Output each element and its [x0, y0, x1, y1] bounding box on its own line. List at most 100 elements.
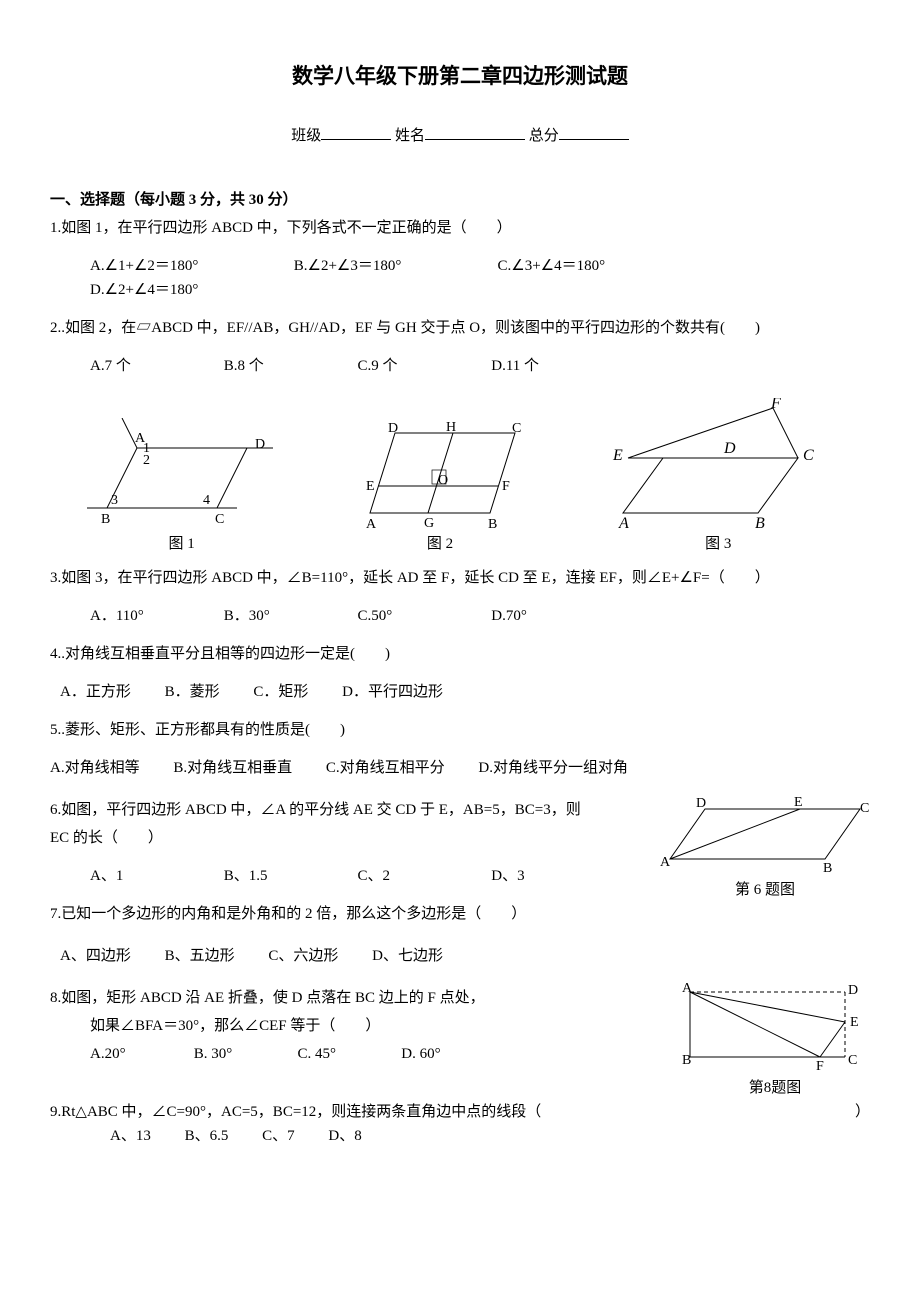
figure-1-svg: A D B C 1 2 3 4 [87, 418, 277, 528]
question-8-row: 8.如图，矩形 ABCD 沿 AE 折叠，使 D 点落在 BC 边上的 F 点处… [50, 982, 870, 1100]
q6-opt-c: C、2 [358, 864, 488, 888]
svg-text:D: D [388, 421, 398, 436]
svg-text:H: H [446, 420, 456, 435]
q8-opt-c: C. 45° [298, 1042, 398, 1066]
q4-opt-b: B．菱形 [165, 680, 220, 704]
q8-opt-a: A.20° [90, 1042, 190, 1066]
q4-opt-c: C．矩形 [253, 680, 308, 704]
q5-opt-a: A.对角线相等 [50, 756, 140, 780]
figure-8-svg: A B C D E F [680, 982, 870, 1072]
svg-text:D: D [696, 796, 706, 811]
q9-opt-d: D、8 [328, 1124, 361, 1148]
q6-opt-b: B、1.5 [224, 864, 354, 888]
svg-text:B: B [823, 861, 832, 874]
svg-text:3: 3 [111, 493, 118, 508]
question-9: 9.Rt△ABC 中，∠C=90°，AC=5，BC=12，则连接两条直角边中点的… [50, 1104, 541, 1120]
q7-opt-c: C、六边形 [268, 944, 338, 968]
q2-opt-d: D.11 个 [491, 354, 621, 378]
q2-opt-a: A.7 个 [90, 354, 220, 378]
figure-3-svg: A B C D E F [603, 398, 833, 528]
figure-1: A D B C 1 2 3 4 图 1 [87, 418, 277, 556]
q6-opt-a: A、1 [90, 864, 220, 888]
svg-text:2: 2 [143, 453, 150, 468]
svg-text:E: E [612, 447, 623, 464]
q9-opt-a: A、13 [110, 1124, 151, 1148]
class-blank [321, 124, 391, 140]
svg-text:4: 4 [203, 493, 210, 508]
q7-opt-b: B、五边形 [165, 944, 235, 968]
svg-text:A: A [366, 517, 377, 528]
svg-text:F: F [502, 479, 510, 494]
svg-text:A: A [682, 982, 693, 996]
question-4: 4..对角线互相垂直平分且相等的四边形一定是( ) [50, 642, 870, 666]
score-blank [559, 124, 629, 140]
q3-opt-a: A．110° [90, 604, 220, 628]
question-9-tail: ） [855, 1100, 870, 1124]
figure-3: A B C D E F 图 3 [603, 398, 833, 556]
section-1-heading: 一、选择题（每小题 3 分，共 30 分） [50, 188, 870, 212]
question-4-options: A．正方形 B．菱形 C．矩形 D．平行四边形 [60, 680, 870, 704]
q3-opt-c: C.50° [358, 604, 488, 628]
q9-opt-b: B、6.5 [185, 1124, 229, 1148]
q1-opt-a: A.∠1+∠2＝180° [90, 254, 290, 278]
svg-text:C: C [512, 421, 521, 436]
q3-opt-b: B．30° [224, 604, 354, 628]
svg-text:A: A [618, 515, 629, 528]
svg-text:C: C [848, 1053, 857, 1068]
question-8-options: A.20° B. 30° C. 45° D. 60° [90, 1042, 660, 1066]
q5-opt-c: C.对角线互相平分 [326, 756, 445, 780]
question-6-options: A、1 B、1.5 C、2 D、3 [90, 864, 640, 888]
q8-opt-d: D. 60° [401, 1042, 501, 1066]
page-title: 数学八年级下册第二章四边形测试题 [50, 60, 870, 94]
svg-text:D: D [848, 983, 858, 998]
svg-text:C: C [215, 512, 224, 527]
question-1-options: A.∠1+∠2＝180° B.∠2+∠3＝180° C.∠3+∠4＝180° D… [90, 254, 870, 302]
question-5-options: A.对角线相等 B.对角线互相垂直 C.对角线互相平分 D.对角线平分一组对角 [50, 756, 870, 780]
figure-1-caption: 图 1 [87, 532, 277, 556]
svg-text:A: A [660, 855, 671, 870]
q1-opt-c: C.∠3+∠4＝180° [498, 254, 698, 278]
svg-text:C: C [860, 801, 869, 816]
name-blank [425, 124, 525, 140]
q2-opt-c: C.9 个 [358, 354, 488, 378]
question-5: 5..菱形、矩形、正方形都具有的性质是( ) [50, 718, 870, 742]
figure-2-svg: A B C D E F G H O [350, 418, 530, 528]
q7-opt-a: A、四边形 [60, 944, 131, 968]
question-1: 1.如图 1，在平行四边形 ABCD 中，下列各式不一定正确的是（ ） [50, 216, 870, 240]
svg-text:C: C [803, 447, 814, 464]
question-8-line1: 8.如图，矩形 ABCD 沿 AE 折叠，使 D 点落在 BC 边上的 F 点处… [50, 986, 660, 1010]
question-8-line2: 如果∠BFA＝30°，那么∠CEF 等于（ ） [90, 1014, 660, 1038]
figure-row-1: A D B C 1 2 3 4 图 1 A B C D E F G H O [50, 398, 870, 556]
q1-opt-b: B.∠2+∠3＝180° [294, 254, 494, 278]
question-7: 7.已知一个多边形的内角和是外角和的 2 倍，那么这个多边形是（ ） [50, 902, 640, 926]
question-3-options: A．110° B．30° C.50° D.70° [90, 604, 870, 628]
svg-text:E: E [794, 795, 803, 810]
question-3: 3.如图 3，在平行四边形 ABCD 中，∠B=110°，延长 AD 至 F，延… [50, 566, 870, 590]
q8-opt-b: B. 30° [194, 1042, 294, 1066]
q6-opt-d: D、3 [491, 864, 621, 888]
figure-2: A B C D E F G H O 图 2 [350, 418, 530, 556]
q3-opt-d: D.70° [491, 604, 621, 628]
svg-text:F: F [770, 398, 781, 412]
q5-opt-b: B.对角线互相垂直 [173, 756, 292, 780]
figure-8: A B C D E F 第8题图 [680, 982, 870, 1100]
svg-text:B: B [682, 1053, 691, 1068]
question-9-row: 9.Rt△ABC 中，∠C=90°，AC=5，BC=12，则连接两条直角边中点的… [50, 1100, 870, 1124]
figure-8-caption: 第8题图 [680, 1076, 870, 1100]
class-label: 班级 [291, 128, 321, 144]
svg-text:F: F [816, 1059, 824, 1072]
question-2: 2..如图 2，在▱ABCD 中，EF//AB，GH//AD，EF 与 GH 交… [50, 316, 870, 340]
question-6-line1: 6.如图，平行四边形 ABCD 中，∠A 的平分线 AE 交 CD 于 E，AB… [50, 798, 640, 822]
figure-6-caption: 第 6 题图 [660, 878, 870, 902]
q9-opt-c: C、7 [262, 1124, 295, 1148]
svg-text:B: B [488, 517, 497, 528]
q7-opt-d: D、七边形 [372, 944, 443, 968]
svg-text:G: G [424, 516, 434, 528]
figure-3-caption: 图 3 [603, 532, 833, 556]
svg-text:O: O [438, 473, 448, 488]
q4-opt-d: D．平行四边形 [342, 680, 443, 704]
figure-2-caption: 图 2 [350, 532, 530, 556]
name-label: 姓名 [395, 128, 425, 144]
svg-text:D: D [255, 437, 265, 452]
svg-text:B: B [755, 515, 765, 528]
